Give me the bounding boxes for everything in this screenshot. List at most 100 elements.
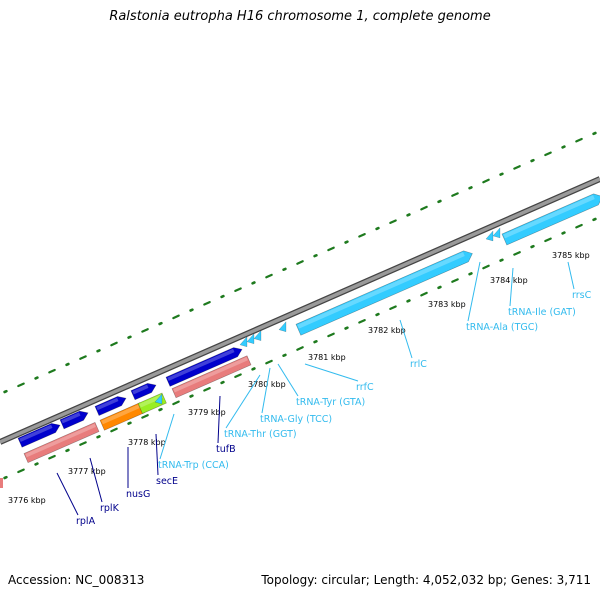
backbone (0, 176, 600, 445)
trna-marker (492, 227, 501, 239)
tick-mark (203, 387, 211, 392)
tick-mark (327, 332, 335, 338)
tick-mark (389, 305, 397, 310)
tick-mark (127, 421, 132, 425)
tick-mark (220, 294, 225, 299)
label-leader (261, 367, 271, 414)
label-leader (217, 395, 221, 444)
label-leader (155, 433, 159, 476)
tick-mark (344, 240, 349, 244)
genome-summary-text: Topology: circular; Length: 4,052,032 bp… (261, 573, 591, 587)
tick-mark (468, 186, 473, 190)
gene-label: nusG (126, 489, 150, 500)
label-leader (509, 267, 514, 307)
gene-block-nusg (94, 396, 127, 416)
tick-mark (158, 321, 163, 326)
inner-tick-ring (3, 217, 597, 480)
tick-mark (172, 400, 180, 406)
label-leader (277, 363, 299, 397)
cds-block-pink-2 (171, 355, 252, 399)
tick-mark (313, 254, 318, 258)
tick-mark (592, 217, 597, 222)
gene-label: rplK (100, 503, 120, 514)
tick-mark (96, 435, 101, 439)
label-leader (225, 374, 261, 429)
tick-mark (48, 454, 56, 460)
gene-label: tufB (216, 444, 236, 455)
tick-mark (544, 151, 552, 157)
gene-label: tRNA-Ile (GAT) (508, 307, 576, 318)
label-leader (56, 472, 79, 516)
tick-mark (172, 314, 180, 320)
tick-mark (65, 362, 70, 367)
tick-mark (437, 285, 442, 290)
tick-mark (544, 237, 552, 243)
tick-mark (158, 407, 163, 412)
tick-mark (530, 244, 535, 249)
gene-block-rrlc (295, 250, 473, 336)
tick-mark (344, 326, 349, 330)
kbp-label: 3778 kbp (128, 438, 166, 447)
tick-mark (575, 137, 583, 143)
gene-label: rplA (76, 516, 96, 527)
tick-mark (406, 213, 411, 217)
map-title: Ralstonia eutropha H16 chromosome 1, com… (109, 9, 491, 24)
tick-mark (468, 272, 473, 276)
tick-mark (575, 223, 583, 229)
kbp-label: 3782 kbp (368, 326, 406, 335)
label-leader (467, 261, 481, 322)
gene-block-rrsc (501, 193, 600, 246)
tick-mark (65, 448, 70, 453)
trna-marker (485, 230, 494, 242)
tick-mark (3, 475, 8, 480)
trna-marker (246, 333, 255, 345)
gene-features (0, 193, 600, 488)
tick-mark (282, 353, 287, 358)
tick-mark (530, 158, 535, 163)
tick-mark (513, 251, 521, 256)
gene-block-sece (130, 383, 157, 401)
trna-marker (239, 336, 248, 348)
gene-label: tRNA-Trp (CCA) (158, 460, 229, 471)
tick-mark (251, 367, 256, 371)
tick-mark (358, 233, 366, 238)
label-leader (304, 363, 359, 382)
tick-mark (251, 281, 256, 285)
tick-mark (327, 246, 335, 252)
tick-mark (34, 376, 39, 380)
tick-mark (358, 319, 366, 324)
tick-mark (406, 299, 411, 303)
label-leader (399, 319, 413, 359)
gene-block-rplk (17, 423, 61, 448)
kbp-label: 3781 kbp (308, 353, 346, 362)
tick-mark (296, 260, 304, 265)
tick-mark (437, 199, 442, 204)
tick-mark (79, 441, 87, 446)
trna-marker (253, 329, 262, 341)
label-leader (567, 261, 575, 290)
gene-label: rrfC (356, 382, 374, 393)
tick-mark (234, 287, 242, 292)
gene-label: tRNA-Tyr (GTA) (296, 397, 365, 408)
kbp-label: 3779 kbp (188, 408, 226, 417)
gene-label: secE (156, 476, 178, 487)
tick-mark (375, 312, 380, 317)
tick-mark (389, 219, 397, 224)
tick-mark (203, 301, 211, 306)
tick-mark (282, 267, 287, 272)
cds-block-pink-1 (23, 421, 100, 464)
tick-mark (189, 308, 194, 312)
kbp-label: 3777 kbp (68, 467, 106, 476)
tick-mark (513, 165, 521, 170)
tick-mark (234, 373, 242, 378)
gene-block-tufb (165, 347, 243, 387)
tick-mark (141, 328, 149, 333)
tick-mark (110, 341, 118, 347)
gene-label: tRNA-Thr (GGT) (224, 429, 297, 440)
tick-mark (313, 339, 318, 344)
kbp-label: 3784 kbp (490, 276, 528, 285)
gene-label: tRNA-Gly (TCC) (260, 414, 332, 425)
accession-text: Accession: NC_008313 (8, 573, 145, 587)
tick-mark (499, 172, 504, 176)
